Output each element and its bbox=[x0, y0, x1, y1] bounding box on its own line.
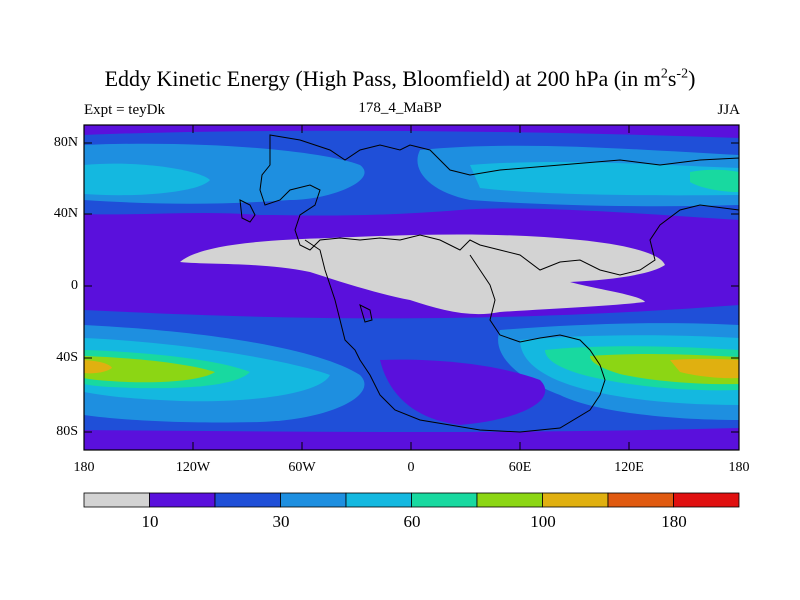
low-energy-region bbox=[180, 234, 665, 315]
lon-label-180e: 180 bbox=[728, 460, 750, 475]
colorbar-label-100: 100 bbox=[530, 512, 556, 531]
south-core-e bbox=[84, 356, 215, 383]
colorbar-swatch-4 bbox=[345, 492, 412, 508]
south-polar-edge bbox=[84, 428, 739, 450]
lon-label-60e: 60E bbox=[508, 460, 532, 475]
colorbar-label-180: 180 bbox=[661, 512, 687, 531]
colorbar-label-10: 10 bbox=[141, 512, 159, 531]
eurasia-africa-outline bbox=[259, 134, 739, 276]
continent-outlines bbox=[239, 134, 739, 433]
south-core-g bbox=[84, 360, 112, 374]
colorbar-swatch-9 bbox=[673, 492, 740, 508]
season-label: JJA bbox=[717, 102, 740, 118]
lon-label-60w: 60W bbox=[288, 460, 316, 475]
southern-landmass-outline bbox=[304, 239, 606, 433]
colorbar-swatch-8 bbox=[607, 492, 674, 508]
colorbar-swatch-6 bbox=[476, 492, 543, 508]
map-title: Eddy Kinetic Energy (High Pass, Bloomfie… bbox=[104, 66, 696, 91]
south-polar-pocket bbox=[380, 359, 546, 425]
south-core-h bbox=[670, 358, 739, 379]
colorbar bbox=[83, 492, 740, 508]
colorbar-swatch-7 bbox=[542, 492, 609, 508]
north-core-a bbox=[84, 163, 210, 196]
lon-label-180w: 180 bbox=[73, 460, 95, 475]
lat-label-80s: 80S bbox=[56, 424, 78, 439]
run-id-label: 178_4_MaBP bbox=[358, 100, 442, 116]
island-outline-b bbox=[359, 304, 373, 323]
lat-label-40s: 40S bbox=[56, 350, 78, 365]
lat-label-40n: 40N bbox=[53, 206, 78, 221]
lon-label-120w: 120W bbox=[175, 460, 211, 475]
north-core-b bbox=[470, 161, 739, 196]
lon-label-120e: 120E bbox=[614, 460, 644, 475]
north-core-c bbox=[690, 169, 739, 192]
colorbar-swatch-3 bbox=[280, 492, 347, 508]
island-outline-a bbox=[239, 199, 256, 223]
colorbar-swatch-2 bbox=[214, 492, 281, 508]
colorbar-label-30: 30 bbox=[272, 512, 290, 531]
axis-ticks bbox=[83, 125, 740, 450]
experiment-label: Expt = teyDk bbox=[84, 102, 165, 118]
contour-field bbox=[84, 125, 739, 450]
lat-label-0: 0 bbox=[71, 278, 78, 293]
lat-label-80n: 80N bbox=[53, 135, 78, 150]
colorbar-swatch-5 bbox=[411, 492, 478, 508]
colorbar-swatch-1 bbox=[149, 492, 216, 508]
lon-label-0: 0 bbox=[407, 460, 415, 475]
colorbar-label-60: 60 bbox=[403, 512, 421, 531]
colorbar-swatch-0 bbox=[83, 492, 150, 508]
